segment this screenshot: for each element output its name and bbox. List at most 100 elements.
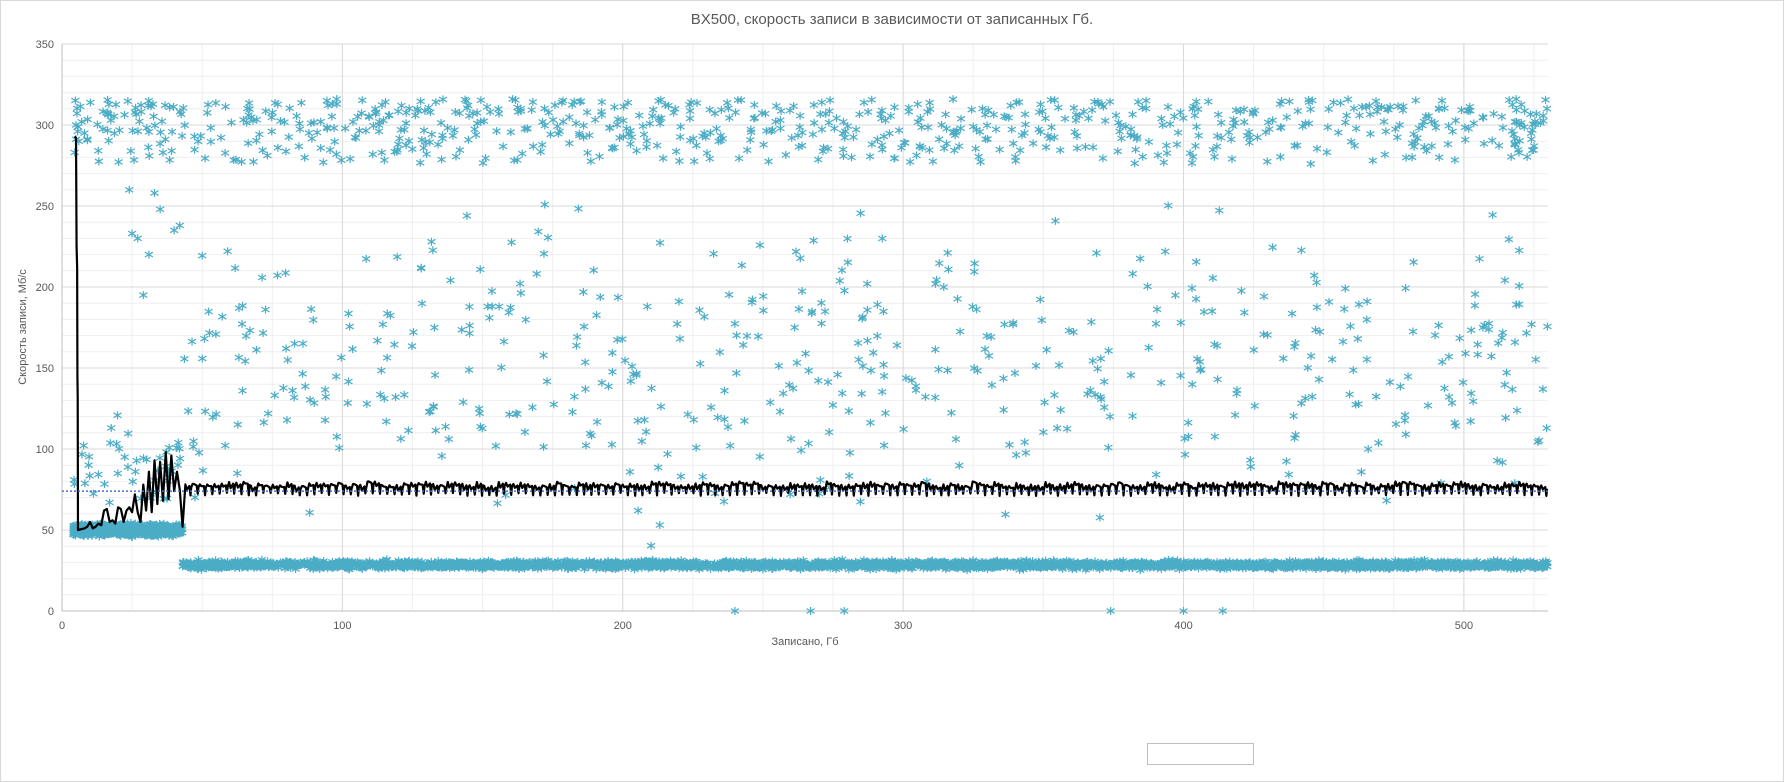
scatter-point xyxy=(1139,153,1147,161)
scatter-point xyxy=(587,157,595,165)
scatter-point xyxy=(1217,119,1225,127)
scatter-point xyxy=(319,158,327,166)
scatter-point xyxy=(1380,118,1388,126)
scatter-point xyxy=(313,129,321,137)
scatter-point xyxy=(168,128,176,136)
scatter-point xyxy=(1048,123,1056,131)
scatter-point xyxy=(1041,114,1049,122)
scatter-point xyxy=(244,139,252,147)
scatter-point xyxy=(814,156,822,164)
scatter-point xyxy=(992,125,1000,133)
scatter-point xyxy=(1129,110,1137,118)
scatter-point xyxy=(156,128,164,136)
scatter-point xyxy=(580,122,588,130)
scatter-point xyxy=(529,98,537,106)
scatter-point xyxy=(402,119,410,127)
scatter-point xyxy=(1084,114,1092,122)
scatter-point xyxy=(528,106,536,114)
scatter-point xyxy=(507,128,515,136)
scatter-point xyxy=(328,112,336,120)
scatter-point xyxy=(841,134,849,142)
scatter-point xyxy=(221,149,229,157)
scatter-point xyxy=(1089,143,1097,151)
scatter-point xyxy=(358,96,366,104)
scatter-point xyxy=(659,154,667,162)
scatter-point xyxy=(1131,159,1139,167)
scatter-point xyxy=(464,136,472,144)
scatter-point xyxy=(849,133,857,141)
scatter-point xyxy=(598,98,606,106)
scatter-point xyxy=(538,141,546,149)
scatter-point xyxy=(1132,146,1140,154)
scatter-point xyxy=(968,106,976,114)
scatter-point xyxy=(1193,123,1201,131)
scatter-point xyxy=(677,123,685,131)
scatter-point xyxy=(1438,97,1446,105)
scatter-point xyxy=(115,158,123,166)
scatter-point xyxy=(518,150,526,158)
scatter-point xyxy=(839,146,847,154)
scatter-series xyxy=(69,95,1551,615)
scatter-point xyxy=(809,130,817,138)
scatter-point xyxy=(713,125,721,133)
scatter-point xyxy=(493,127,501,135)
scatter-point xyxy=(452,153,460,161)
scatter-point xyxy=(1191,142,1199,150)
scatter-point xyxy=(1470,119,1478,127)
scatter-point xyxy=(1101,117,1109,125)
scatter-point xyxy=(743,146,751,154)
scatter-point xyxy=(717,106,725,114)
scatter-point xyxy=(1070,104,1078,112)
scatter-point xyxy=(1016,146,1024,154)
scatter-point xyxy=(732,108,740,116)
scatter-point xyxy=(1157,115,1165,123)
scatter-point xyxy=(317,144,325,152)
scatter-point xyxy=(1164,103,1172,111)
scatter-point xyxy=(750,101,758,109)
scatter-point xyxy=(1366,110,1374,118)
scatter-point xyxy=(286,104,294,112)
scatter-point xyxy=(912,151,920,159)
scatter-point xyxy=(282,147,290,155)
scatter-point xyxy=(1253,133,1261,141)
scatter-point xyxy=(1174,129,1182,137)
scatter-point xyxy=(880,132,888,140)
scatter-point xyxy=(426,138,434,146)
scatter-point xyxy=(95,157,103,165)
scatter-point xyxy=(129,127,137,135)
scatter-point xyxy=(633,147,641,155)
scatter-point xyxy=(1283,113,1291,121)
scatter-point xyxy=(635,111,643,119)
scatter-point xyxy=(178,132,186,140)
scatter-point xyxy=(259,146,267,154)
scatter-point xyxy=(1054,104,1062,112)
scatter-point xyxy=(295,142,303,150)
scatter-point xyxy=(1445,122,1453,130)
scatter-point xyxy=(1449,127,1457,135)
scatter-point xyxy=(949,95,957,103)
scatter-point xyxy=(112,101,120,109)
scatter-point xyxy=(1008,125,1016,133)
scatter-point xyxy=(646,120,654,128)
scatter-point xyxy=(203,109,211,117)
scatter-point xyxy=(690,157,698,165)
scatter-point xyxy=(860,99,868,107)
scatter-point xyxy=(746,136,754,144)
scatter-point xyxy=(1160,158,1168,166)
scatter-point xyxy=(1188,159,1196,167)
scatter-point xyxy=(1214,111,1222,119)
scatter-point xyxy=(583,108,591,116)
scatter-point xyxy=(1324,123,1332,131)
scatter-point xyxy=(432,98,440,106)
scatter-point xyxy=(935,135,943,143)
scatter-point xyxy=(852,126,860,134)
scatter-point xyxy=(1542,96,1550,104)
scatter-point xyxy=(765,157,773,165)
scatter-point xyxy=(810,101,818,109)
scatter-point xyxy=(134,127,142,135)
scatter-point xyxy=(1352,124,1360,132)
scatter-point xyxy=(833,114,841,122)
scatter-point xyxy=(957,115,965,123)
scatter-point xyxy=(1285,97,1293,105)
